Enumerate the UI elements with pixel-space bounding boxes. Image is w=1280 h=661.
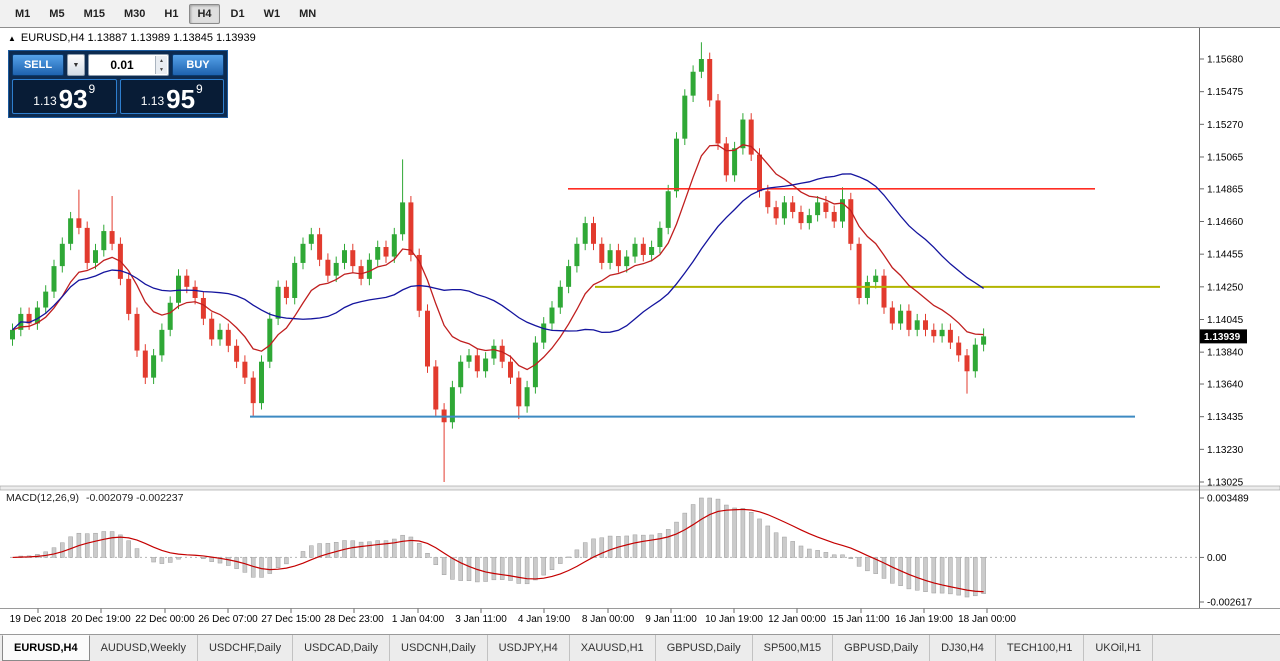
buy-price-display[interactable]: 1.13 95 9 [119,79,224,114]
sell-price-sup: 9 [88,82,96,96]
svg-text:1.14045: 1.14045 [1207,315,1244,326]
svg-text:26 Dec 07:00: 26 Dec 07:00 [198,614,258,625]
chart-tab[interactable]: GBPUSD,Daily [833,635,931,661]
symbol-ohlc-text: EURUSD,H4 1.13887 1.13989 1.13845 1.1393… [20,32,256,44]
buy-button[interactable]: BUY [172,54,224,76]
macd-values: -0.002079 -0.002237 [85,492,184,504]
chart-canvas[interactable]: 1.15680 1.15475 1.15270 1.15065 1.14865 1.146… [0,28,1280,634]
chart-tab-bar: EURUSD,H4 AUDUSD,Weekly USDCHF,Daily USD… [0,634,1280,661]
svg-text:10 Jan 19:00: 10 Jan 19:00 [705,614,763,625]
svg-text:1.14660: 1.14660 [1207,217,1244,228]
chart-tab[interactable]: AUDUSD,Weekly [90,635,198,661]
symbol-header: ▲ EURUSD,H4 1.13887 1.13989 1.13845 1.13… [8,32,256,44]
svg-text:1.14865: 1.14865 [1207,184,1244,195]
svg-text:3 Jan 11:00: 3 Jan 11:00 [455,614,507,625]
timeframe-w1[interactable]: W1 [263,7,281,20]
chart-tab[interactable]: USDJPY,H4 [488,635,570,661]
svg-text:1.15270: 1.15270 [1207,120,1244,131]
svg-text:20 Dec 19:00: 20 Dec 19:00 [71,614,131,625]
timeframe-h4[interactable]: H4 [189,3,220,24]
macd-name: MACD(12,26,9) [6,492,79,504]
buy-price-big: 95 [166,83,196,114]
macd-label: MACD(12,26,9) -0.002079 -0.002237 [6,492,183,504]
svg-text:1.14250: 1.14250 [1207,282,1244,293]
svg-text:12 Jan 00:00: 12 Jan 00:00 [768,614,826,625]
chart-tab[interactable]: XAUUSD,H1 [570,635,656,661]
volume-input[interactable] [89,58,168,72]
spinner-up-icon[interactable]: ▲ [156,56,167,65]
svg-text:1.13025: 1.13025 [1207,478,1244,489]
volume-stepper: ▲ ▼ [155,56,167,74]
sell-button[interactable]: SELL [12,54,64,76]
volume-field-wrap: ▲ ▼ [88,54,169,76]
svg-text:16 Jan 19:00: 16 Jan 19:00 [895,614,953,625]
moving-averages [12,144,984,371]
chart-tab[interactable]: USDCAD,Daily [293,635,391,661]
svg-text:8 Jan 00:00: 8 Jan 00:00 [582,614,635,625]
candles [10,42,987,482]
chart-tab[interactable]: USDCHF,Daily [198,635,294,661]
chart-tab[interactable]: TECH100,H1 [996,635,1085,661]
sell-price-display[interactable]: 1.13 93 9 [12,79,117,114]
svg-text:4 Jan 19:00: 4 Jan 19:00 [518,614,571,625]
one-click-trade-panel: SELL ▼ ▲ ▼ BUY 1.13 93 9 [8,50,228,118]
volume-dropdown-button[interactable]: ▼ [67,54,85,76]
current-price-badge: 1.13939 [1200,329,1247,344]
time-axis[interactable]: 19 Dec 2018 20 Dec 19:00 22 Dec 00:00 26 De… [10,608,1017,626]
buy-price-prefix: 1.13 [140,94,165,108]
svg-text:1.13230: 1.13230 [1207,445,1244,456]
chart-tab[interactable]: EURUSD,H4 [2,635,90,661]
chart-tab[interactable]: DJ30,H4 [930,635,996,661]
svg-text:0.003489: 0.003489 [1207,494,1249,505]
svg-text:22 Dec 00:00: 22 Dec 00:00 [135,614,195,625]
svg-text:1.13435: 1.13435 [1207,412,1244,423]
svg-text:0.00: 0.00 [1207,553,1227,564]
timeframe-d1[interactable]: D1 [230,7,245,20]
timeframe-m30[interactable]: M30 [123,7,146,20]
timeframe-m15[interactable]: M15 [83,7,105,20]
svg-text:1.13840: 1.13840 [1207,348,1244,359]
svg-text:1.15475: 1.15475 [1207,87,1244,98]
timeframe-m5[interactable]: M5 [49,7,65,20]
svg-text:28 Dec 23:00: 28 Dec 23:00 [324,614,384,625]
chart-window: 1.15680 1.15475 1.15270 1.15065 1.14865 1.146… [0,28,1280,634]
timeframe-mn[interactable]: MN [299,7,317,20]
svg-text:1.13640: 1.13640 [1207,380,1244,391]
svg-text:19 Dec 2018: 19 Dec 2018 [10,614,67,625]
timeframe-h1[interactable]: H1 [164,7,179,20]
panel-splitters[interactable] [0,485,1280,609]
svg-text:9 Jan 11:00: 9 Jan 11:00 [645,614,697,625]
svg-text:1.15065: 1.15065 [1207,152,1244,163]
svg-text:-0.002617: -0.002617 [1207,598,1252,609]
price-axis[interactable]: 1.15680 1.15475 1.15270 1.15065 1.14865 1.146… [1199,28,1253,609]
svg-text:27 Dec 15:00: 27 Dec 15:00 [261,614,321,625]
svg-text:18 Jan 00:00: 18 Jan 00:00 [958,614,1016,625]
timeframe-m1[interactable]: M1 [15,7,31,20]
svg-text:15 Jan 11:00: 15 Jan 11:00 [832,614,890,625]
chart-tab[interactable]: UKOil,H1 [1084,635,1154,661]
timeframe-toolbar: M1 M5 M15 M30 H1 H4 D1 W1 MN [0,0,1280,28]
collapse-icon[interactable]: ▲ [8,33,16,43]
svg-text:1.14455: 1.14455 [1207,250,1244,261]
sell-price-big: 93 [58,83,88,114]
chart-tab[interactable]: USDCNH,Daily [390,635,488,661]
chevron-down-icon: ▼ [72,61,80,69]
svg-text:1.15680: 1.15680 [1207,55,1244,66]
svg-text:1 Jan 04:00: 1 Jan 04:00 [392,614,445,625]
chart-tab[interactable]: GBPUSD,Daily [656,635,753,661]
spinner-down-icon[interactable]: ▼ [156,65,167,74]
sell-price-prefix: 1.13 [33,94,57,108]
chart-tab[interactable]: SP500,M15 [753,635,834,661]
svg-text:1.13939: 1.13939 [1204,332,1241,343]
buy-price-sup: 9 [196,82,203,96]
horizontal-lines[interactable] [250,188,1160,418]
macd-indicator [10,497,1198,598]
